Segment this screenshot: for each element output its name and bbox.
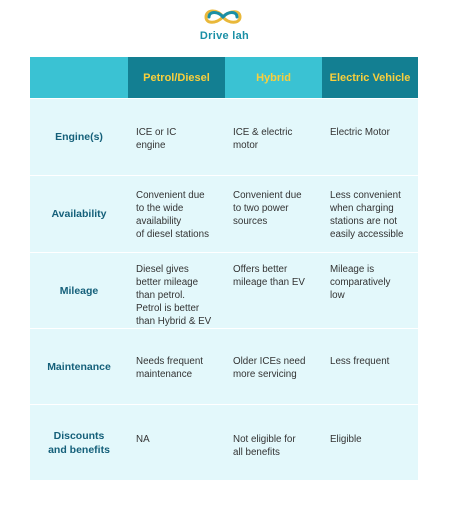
cell-ev: Eligible xyxy=(330,434,362,445)
row-label: Maintenance xyxy=(47,360,111,373)
brand-name: Drive lah xyxy=(199,30,250,42)
table-row-mileage: Mileage Diesel gives better mileage than… xyxy=(30,252,418,328)
header-electric-vehicle: Electric Vehicle xyxy=(322,57,418,98)
table-row-availability: Availability Convenient due to the wide … xyxy=(30,175,418,252)
table-row-maintenance: Maintenance Needs frequent maintenance O… xyxy=(30,328,418,404)
cell-hybrid: Offers better mileage than EV xyxy=(233,264,305,288)
cell-petrol: Diesel gives better mileage than petrol.… xyxy=(136,264,212,327)
row-label: Mileage xyxy=(59,284,99,297)
header-hybrid: Hybrid xyxy=(256,71,291,84)
comparison-table: Petrol/Diesel Hybrid Electric Vehicle En… xyxy=(30,57,418,480)
cell-petrol: NA xyxy=(136,434,150,445)
cell-hybrid: Older ICEs need more servicing xyxy=(233,356,306,380)
cell-petrol: Needs frequent maintenance xyxy=(136,356,203,380)
cell-ev: Less frequent xyxy=(330,356,390,367)
cell-ev: Electric Motor xyxy=(330,127,390,138)
cell-petrol: ICE or IC engine xyxy=(136,127,177,151)
cell-hybrid: Convenient due to two power sources xyxy=(233,190,302,227)
row-label: Engine(s) xyxy=(55,131,103,143)
header-petrol-diesel: Petrol/Diesel xyxy=(128,57,225,98)
cell-hybrid: ICE & electric motor xyxy=(233,127,293,151)
cell-ev: Mileage is comparatively low xyxy=(330,264,391,301)
table-header-row: Petrol/Diesel Hybrid Electric Vehicle xyxy=(30,57,418,98)
row-label: Discounts and benefits xyxy=(48,429,110,456)
cell-petrol: Convenient due to the wide availability … xyxy=(136,190,209,240)
infinity-car-icon xyxy=(204,9,242,24)
table-row-engines: Engine(s) ICE or IC engine ICE & electri… xyxy=(30,98,418,175)
table-row-discounts: Discounts and benefits NA Not eligible f… xyxy=(30,404,418,480)
brand-logo: Drive lah xyxy=(0,6,449,48)
header-empty-cell xyxy=(30,57,128,98)
cell-ev: Less convenient when charging stations a… xyxy=(330,190,404,240)
cell-hybrid: Not eligible for all benefits xyxy=(233,434,296,458)
row-label: Availability xyxy=(51,208,107,220)
